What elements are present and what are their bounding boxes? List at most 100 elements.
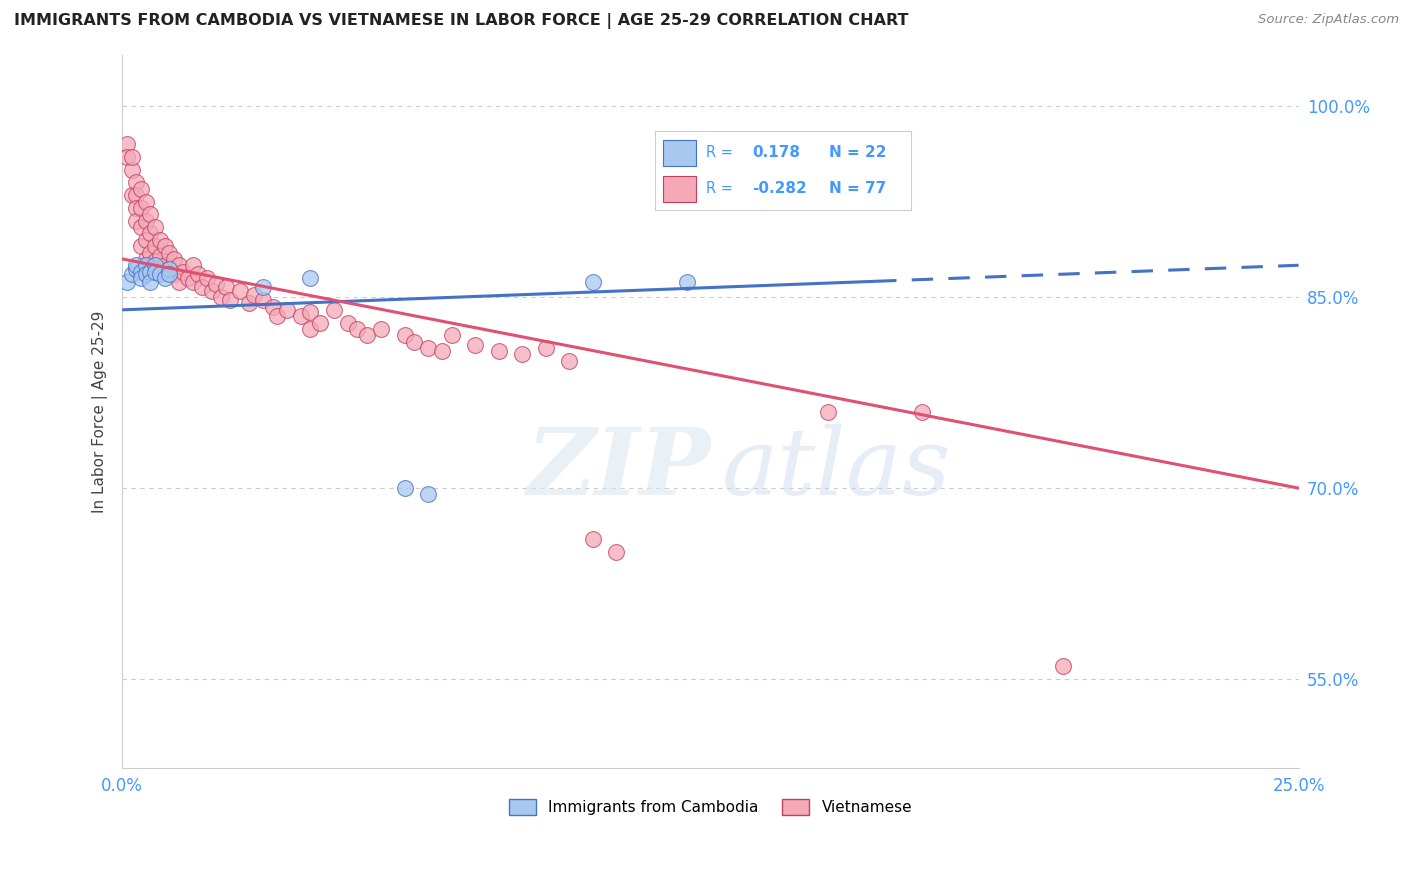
Point	[139, 265, 162, 279]
Point	[219, 293, 242, 307]
Point	[139, 207, 162, 221]
Point	[262, 300, 284, 314]
Point	[125, 258, 148, 272]
Point	[416, 341, 439, 355]
Point	[125, 188, 148, 202]
Point	[121, 267, 143, 281]
Point	[394, 481, 416, 495]
Point	[209, 290, 232, 304]
Point	[243, 287, 266, 301]
Text: R =: R =	[706, 145, 738, 161]
Text: ZIP: ZIP	[526, 424, 710, 514]
Point	[129, 271, 152, 285]
Point	[143, 239, 166, 253]
Point	[143, 220, 166, 235]
Point	[181, 275, 204, 289]
Point	[290, 309, 312, 323]
Point	[308, 316, 330, 330]
Point	[153, 271, 176, 285]
Text: R =: R =	[706, 181, 738, 196]
Point	[143, 254, 166, 268]
Point	[143, 258, 166, 272]
Point	[129, 265, 152, 279]
Point	[129, 182, 152, 196]
Text: IMMIGRANTS FROM CAMBODIA VS VIETNAMESE IN LABOR FORCE | AGE 25-29 CORRELATION CH: IMMIGRANTS FROM CAMBODIA VS VIETNAMESE I…	[14, 13, 908, 29]
Point	[432, 343, 454, 358]
Point	[201, 284, 224, 298]
Point	[121, 188, 143, 202]
Point	[558, 353, 581, 368]
Point	[186, 267, 208, 281]
Point	[238, 296, 260, 310]
Text: 0.178: 0.178	[752, 145, 800, 161]
Point	[125, 176, 148, 190]
Point	[911, 405, 934, 419]
Point	[125, 213, 148, 227]
Point	[299, 305, 322, 319]
Point	[1052, 659, 1074, 673]
Point	[115, 275, 138, 289]
Point	[817, 405, 839, 419]
Point	[157, 262, 180, 277]
Point	[299, 322, 322, 336]
Point	[139, 275, 162, 289]
Point	[157, 245, 180, 260]
Point	[167, 258, 190, 272]
Bar	[662, 140, 696, 166]
Point	[215, 280, 238, 294]
Point	[167, 275, 190, 289]
Point	[346, 322, 368, 336]
Point	[139, 227, 162, 241]
Point	[181, 258, 204, 272]
Point	[440, 328, 463, 343]
Point	[121, 162, 143, 177]
Point	[139, 245, 162, 260]
Bar	[662, 176, 696, 202]
Point	[121, 150, 143, 164]
Point	[135, 194, 157, 209]
Point	[172, 265, 194, 279]
Point	[582, 532, 605, 546]
Point	[394, 328, 416, 343]
Point	[534, 341, 557, 355]
Point	[149, 233, 172, 247]
Point	[129, 201, 152, 215]
Point	[163, 267, 186, 281]
Text: atlas: atlas	[723, 424, 952, 514]
Point	[488, 343, 510, 358]
Y-axis label: In Labor Force | Age 25-29: In Labor Force | Age 25-29	[93, 310, 108, 513]
Point	[149, 265, 172, 279]
Point	[143, 265, 166, 279]
Text: N = 77: N = 77	[830, 181, 887, 196]
Point	[510, 347, 533, 361]
Point	[356, 328, 378, 343]
Point	[337, 316, 360, 330]
Point	[402, 334, 425, 349]
Point	[157, 262, 180, 277]
Point	[416, 487, 439, 501]
Text: Source: ZipAtlas.com: Source: ZipAtlas.com	[1258, 13, 1399, 27]
Point	[252, 280, 274, 294]
Text: -0.282: -0.282	[752, 181, 807, 196]
Point	[135, 267, 157, 281]
Point	[605, 545, 627, 559]
Point	[229, 284, 252, 298]
Point	[191, 280, 214, 294]
Point	[135, 233, 157, 247]
Point	[129, 220, 152, 235]
Point	[299, 271, 322, 285]
Point	[266, 309, 288, 323]
Point	[195, 271, 218, 285]
Point	[153, 239, 176, 253]
Point	[157, 267, 180, 281]
Point	[125, 262, 148, 277]
Point	[205, 277, 228, 292]
Point	[129, 239, 152, 253]
Point	[135, 252, 157, 266]
Point	[135, 213, 157, 227]
Text: N = 22: N = 22	[830, 145, 887, 161]
Point	[149, 267, 172, 281]
Point	[115, 150, 138, 164]
Point	[177, 271, 200, 285]
Point	[370, 322, 392, 336]
